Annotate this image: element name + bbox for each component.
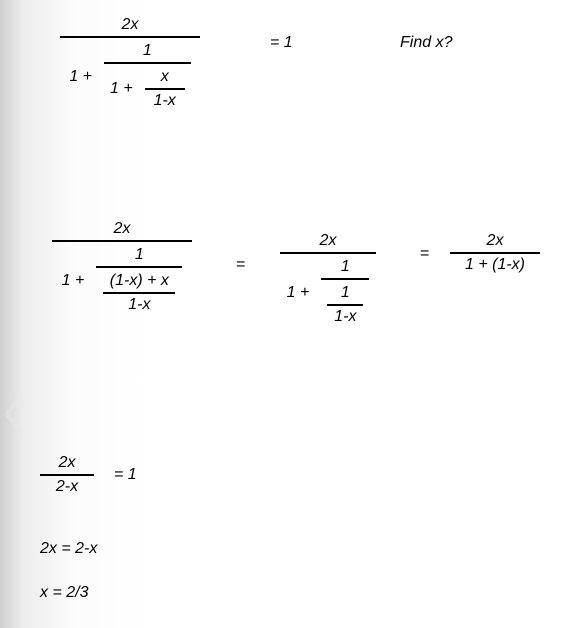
s1l-df-dn: (1-x) + x [104,270,175,292]
s1l-df-dd: 1-x [122,294,156,316]
s1l-df-num: 1 [129,244,150,266]
q-den: 1 + 1 1 + x 1-x [63,38,196,116]
q-den-lead: 1 + [69,68,92,86]
s1m-df-num: 1 [335,256,356,278]
q-den-frac-den: 1 + x 1-x [104,64,191,114]
q-den2-frac: x 1-x [145,66,185,112]
step1-eq1: = [236,256,245,274]
q-num: 2x [116,14,145,36]
prev-chevron [0,390,28,438]
q-den-frac-num: 1 [137,40,158,62]
s1l-num: 2x [108,218,137,240]
q-den-frac: 1 1 + x 1-x [104,40,191,114]
step1-left: 2x 1 + 1 (1-x) + x 1-x [52,218,192,320]
s1m-den-lead: 1 + [287,284,310,302]
question-lhs-fraction: 2x 1 + 1 1 + x [60,14,200,116]
answer-text: x = 2/3 [40,580,88,606]
step1-mid: 2x 1 + 1 1 1-x [280,230,376,332]
question-rhs: = 1 [270,34,293,52]
q-den2-num: x [155,66,175,88]
question-block: 2x 1 + 1 1 + x [60,14,200,116]
s2-den: 2-x [50,476,84,498]
step2-block: 2x 2-x = 1 [40,452,137,498]
step1-right: 2x 1 + (1-x) [450,230,540,276]
s2-num: 2x [53,452,82,474]
s2-rhs: = 1 [114,466,137,484]
s1l-den-lead: 1 + [62,272,85,290]
q-den2-lead: 1 + [110,80,133,98]
step3-text: 2x = 2-x [40,536,97,562]
s1m-df-dd: 1-x [328,306,362,328]
s1m-num: 2x [314,230,343,252]
s1m-df-dn: 1 [335,282,356,304]
s1l-den: 1 + 1 (1-x) + x 1-x [56,242,189,320]
s1r-den: 1 + (1-x) [459,254,531,276]
step1-eq2: = [420,245,429,263]
s1r-num: 2x [481,230,510,252]
question-prompt: Find x? [400,34,452,52]
q-den2-den: 1-x [148,90,182,112]
